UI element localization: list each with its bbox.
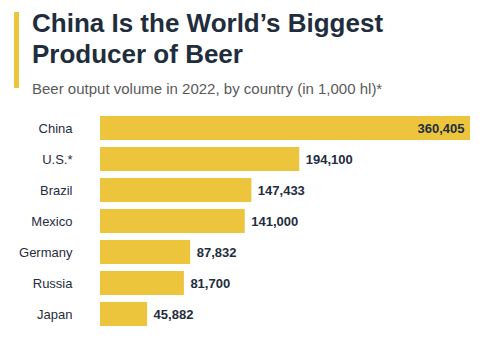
html-text:Beer output volume in 2022, by: Beer output volume in 2022, by country (… <box>32 80 383 97</box>
svg-text:81,700: 81,700 <box>190 276 230 291</box>
svg-text:Brazil: Brazil <box>40 183 73 198</box>
svg-text:194,100: 194,100 <box>306 152 353 167</box>
svg-text:147,433: 147,433 <box>258 183 305 198</box>
svg-text:China: China <box>39 121 74 136</box>
html-text:China Is the World’s Biggest P: China Is the World’s Biggest Producer of… <box>32 8 383 69</box>
svg-text:45,882: 45,882 <box>154 307 194 322</box>
svg-text:U.S.*: U.S.* <box>42 152 72 167</box>
svg-text:141,000: 141,000 <box>251 214 298 229</box>
svg-text:87,832: 87,832 <box>197 245 237 260</box>
svg-text:Japan: Japan <box>37 307 72 322</box>
svg-text:Germany: Germany <box>19 245 73 260</box>
svg-text:360,405: 360,405 <box>418 121 465 136</box>
svg-text:Russia: Russia <box>33 276 74 291</box>
svg-text:Mexico: Mexico <box>31 214 72 229</box>
